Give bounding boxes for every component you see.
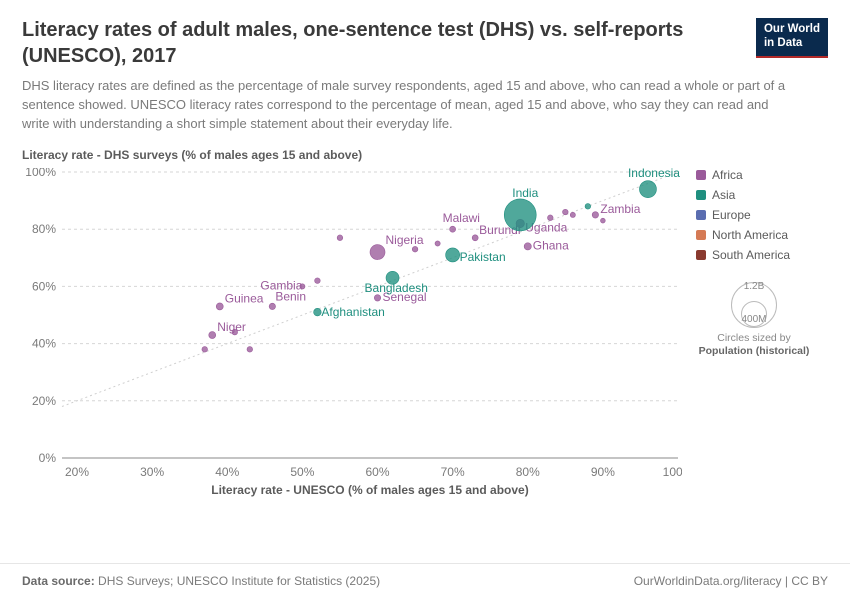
point-nigeria[interactable] [370, 244, 385, 259]
point-label-niger: Niger [217, 320, 246, 334]
svg-text:20%: 20% [65, 465, 89, 479]
point-label-india: India [512, 186, 538, 200]
point-label-bangladesh: Bangladesh [365, 281, 428, 295]
svg-text:60%: 60% [32, 279, 56, 293]
point-unlabeled5[interactable] [337, 235, 343, 241]
svg-text:90%: 90% [591, 465, 615, 479]
point-unlabeled12[interactable] [600, 218, 605, 223]
svg-text:80%: 80% [516, 465, 540, 479]
point-malawi[interactable] [450, 226, 456, 232]
legend-item-south-america[interactable]: South America [696, 248, 812, 262]
point-unlabeled11[interactable] [585, 203, 591, 209]
point-guinea[interactable] [216, 303, 223, 310]
legend-swatch [696, 250, 706, 260]
svg-text:30%: 30% [140, 465, 164, 479]
legend-label: Asia [712, 188, 735, 202]
y-axis-title: Literacy rate - DHS surveys (% of males … [22, 148, 362, 162]
svg-text:80%: 80% [32, 222, 56, 236]
attribution: OurWorldinData.org/literacy | CC BY [634, 574, 828, 588]
svg-text:100%: 100% [25, 168, 56, 179]
point-label-indonesia: Indonesia [628, 168, 680, 180]
legend-label: North America [712, 228, 788, 242]
point-benin[interactable] [269, 303, 275, 309]
legend-swatch [696, 210, 706, 220]
legend-item-asia[interactable]: Asia [696, 188, 812, 202]
legend-item-north-america[interactable]: North America [696, 228, 812, 242]
svg-text:40%: 40% [32, 336, 56, 350]
point-label-gambia: Gambia [260, 278, 302, 292]
point-burundi[interactable] [472, 234, 478, 240]
chart-area: Literacy rate - DHS surveys (% of males … [22, 148, 828, 548]
point-indonesia[interactable] [639, 180, 656, 197]
legend-label: Africa [712, 168, 743, 182]
point-unlabeled2[interactable] [247, 346, 253, 352]
legend-item-europe[interactable]: Europe [696, 208, 812, 222]
point-unlabeled10[interactable] [570, 212, 575, 217]
point-unlabeled8[interactable] [547, 215, 553, 221]
point-unlabeled3[interactable] [232, 329, 238, 335]
legend-swatch [696, 190, 706, 200]
legend-label: Europe [712, 208, 751, 222]
size-legend: 1.2B 400M Circles sized by Population (h… [696, 282, 812, 359]
point-label-zambia: Zambia [600, 202, 640, 216]
header: Literacy rates of adult males, one-sente… [0, 0, 850, 142]
legend-item-africa[interactable]: Africa [696, 168, 812, 182]
legend-swatch [696, 170, 706, 180]
point-label-pakistan: Pakistan [460, 250, 506, 264]
svg-text:20%: 20% [32, 394, 56, 408]
point-unlabeled7[interactable] [435, 241, 440, 246]
legend: Africa Asia Europe North America South Ameri… [682, 168, 812, 498]
point-afghanistan[interactable] [314, 308, 322, 316]
svg-text:70%: 70% [441, 465, 465, 479]
point-ghana[interactable] [524, 242, 531, 249]
legend-label: South America [712, 248, 790, 262]
svg-text:Literacy rate - UNESCO (% of m: Literacy rate - UNESCO (% of males ages … [211, 483, 528, 497]
point-zambia[interactable] [592, 211, 598, 217]
point-label-ghana: Ghana [533, 238, 569, 252]
chart-title: Literacy rates of adult males, one-sente… [22, 18, 744, 69]
point-senegal[interactable] [374, 294, 380, 300]
svg-text:50%: 50% [290, 465, 314, 479]
point-label-nigeria: Nigeria [386, 233, 424, 247]
svg-text:40%: 40% [215, 465, 239, 479]
data-source: Data source: DHS Surveys; UNESCO Institu… [22, 574, 380, 588]
point-niger[interactable] [209, 331, 216, 338]
point-label-guinea: Guinea [225, 291, 264, 305]
legend-swatch [696, 230, 706, 240]
footer: Data source: DHS Surveys; UNESCO Institu… [0, 563, 850, 600]
legend-items: Africa Asia Europe North America South Ameri… [696, 168, 812, 262]
svg-text:0%: 0% [39, 451, 57, 465]
point-unlabeled4[interactable] [315, 278, 321, 284]
point-unlabeled9[interactable] [563, 209, 569, 215]
owid-logo: Our Worldin Data [756, 18, 828, 58]
point-pakistan[interactable] [446, 248, 460, 262]
point-unlabeled1[interactable] [202, 346, 208, 352]
point-india[interactable] [504, 199, 536, 231]
point-label-afghanistan: Afghanistan [321, 305, 384, 319]
svg-text:60%: 60% [365, 465, 389, 479]
chart-subtitle: DHS literacy rates are defined as the pe… [22, 77, 792, 134]
point-label-malawi: Malawi [443, 211, 480, 225]
point-unlabeled6[interactable] [412, 246, 418, 252]
svg-text:100%: 100% [663, 465, 682, 479]
scatter-plot: 0% 20% 40% 60% 80% 100% 20% 30% 40% 50% 60% 70% 80% 9… [22, 168, 682, 498]
